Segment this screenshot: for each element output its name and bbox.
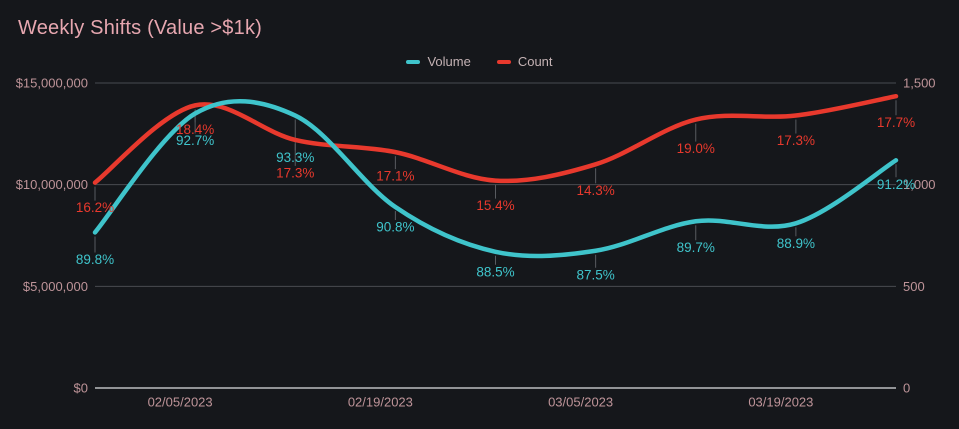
point-label-volume: 92.7% — [176, 133, 214, 148]
point-label-count: 17.1% — [376, 169, 414, 184]
point-label-volume: 89.8% — [76, 252, 114, 267]
point-label-volume: 88.5% — [476, 264, 514, 279]
y-axis-tick-left: $10,000,000 — [16, 177, 88, 192]
point-label-count: 16.2% — [76, 200, 114, 215]
point-label-count: 14.3% — [576, 183, 614, 198]
legend-label-volume: Volume — [427, 54, 471, 69]
point-label-volume: 91.2% — [877, 177, 915, 192]
y-axis-tick-right: 0 — [903, 380, 910, 395]
legend-item-volume[interactable]: Volume — [406, 54, 471, 69]
chart-legend: Volume Count — [0, 54, 959, 69]
point-label-volume: 93.3% — [276, 150, 314, 165]
point-label-volume: 87.5% — [576, 267, 614, 282]
point-label-count: 15.4% — [476, 198, 514, 213]
point-label-volume: 90.8% — [376, 220, 414, 235]
point-label-count: 19.0% — [677, 141, 715, 156]
point-label-count: 17.3% — [276, 165, 314, 180]
x-axis-tick: 02/05/2023 — [148, 394, 213, 409]
point-label-count: 18.4% — [176, 122, 214, 137]
point-label-volume: 88.9% — [777, 236, 815, 251]
legend-label-count: Count — [517, 54, 553, 69]
point-label-count: 17.7% — [877, 115, 915, 130]
point-label-count: 17.3% — [777, 133, 815, 148]
volume-series-swatch-icon — [406, 59, 421, 64]
y-axis-tick-right: 1,000 — [903, 177, 936, 192]
x-axis-tick: 02/19/2023 — [348, 394, 413, 409]
y-axis-tick-right: 500 — [903, 279, 925, 294]
x-axis-tick: 03/19/2023 — [748, 394, 813, 409]
y-axis-tick-right: 1,500 — [903, 75, 936, 90]
count-series-swatch-icon — [496, 59, 511, 64]
chart-title: Weekly Shifts (Value >$1k) — [18, 17, 263, 39]
series-line-volume — [92, 98, 899, 259]
x-axis-tick: 03/05/2023 — [548, 394, 613, 409]
y-axis-tick-left: $0 — [74, 380, 88, 395]
legend-item-count[interactable]: Count — [496, 54, 553, 69]
y-axis-tick-left: $5,000,000 — [23, 279, 88, 294]
point-label-volume: 89.7% — [677, 240, 715, 255]
y-axis-tick-left: $15,000,000 — [16, 75, 88, 90]
